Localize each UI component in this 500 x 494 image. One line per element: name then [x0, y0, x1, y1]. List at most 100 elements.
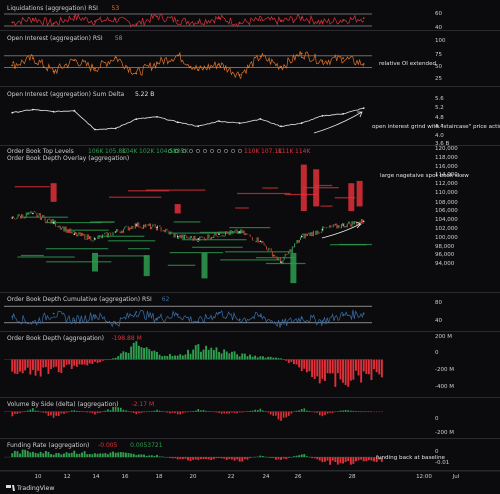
bar[interactable] — [117, 407, 119, 412]
bar[interactable] — [365, 457, 368, 462]
bar[interactable] — [83, 451, 86, 458]
data-point[interactable] — [32, 212, 34, 215]
bar[interactable] — [202, 457, 205, 460]
bar[interactable] — [225, 457, 228, 460]
bar[interactable] — [215, 457, 218, 459]
bar[interactable] — [210, 457, 213, 460]
bar[interactable] — [308, 359, 311, 372]
bar[interactable] — [233, 351, 236, 360]
bar[interactable] — [331, 411, 334, 413]
bar[interactable] — [311, 411, 313, 413]
bar[interactable] — [311, 457, 313, 459]
bar[interactable] — [19, 411, 21, 414]
bar[interactable] — [99, 411, 101, 413]
bar[interactable] — [24, 359, 27, 371]
bar[interactable] — [21, 359, 24, 374]
bar[interactable] — [200, 351, 202, 360]
bar[interactable] — [192, 349, 195, 360]
bar[interactable] — [365, 359, 368, 374]
data-point[interactable] — [218, 17, 220, 20]
bar[interactable] — [324, 457, 326, 462]
bar[interactable] — [91, 454, 94, 458]
bar[interactable] — [287, 457, 290, 458]
bar[interactable] — [88, 454, 91, 458]
data-point[interactable] — [73, 233, 76, 236]
bar[interactable] — [331, 457, 334, 461]
data-point[interactable] — [280, 261, 282, 263]
bar[interactable] — [274, 357, 277, 360]
bar[interactable] — [329, 359, 332, 374]
bar[interactable] — [357, 411, 360, 412]
bar[interactable] — [44, 451, 47, 458]
bar[interactable] — [288, 411, 290, 416]
bar[interactable] — [251, 356, 254, 360]
bar[interactable] — [236, 354, 239, 360]
bar[interactable] — [26, 450, 29, 458]
data-point[interactable] — [342, 314, 344, 317]
bar[interactable] — [184, 457, 187, 459]
series-line[interactable] — [12, 13, 364, 28]
bar[interactable] — [182, 411, 184, 414]
bar[interactable] — [94, 359, 96, 362]
bar[interactable] — [34, 410, 37, 412]
bar[interactable] — [290, 411, 293, 414]
data-point[interactable] — [197, 238, 200, 240]
data-point[interactable] — [321, 228, 324, 231]
bar[interactable] — [298, 410, 300, 412]
bar[interactable] — [256, 357, 259, 360]
bar[interactable] — [319, 411, 321, 416]
bar[interactable] — [24, 449, 27, 458]
bar[interactable] — [78, 411, 81, 412]
bar[interactable] — [161, 456, 164, 458]
bar[interactable] — [298, 455, 301, 458]
bar[interactable] — [70, 410, 73, 412]
bar[interactable] — [112, 451, 114, 458]
marks-layer[interactable] — [6, 13, 383, 491]
bar[interactable] — [120, 407, 122, 412]
bar[interactable] — [130, 411, 132, 413]
data-point[interactable] — [135, 23, 138, 26]
bar[interactable] — [362, 411, 365, 413]
bar[interactable] — [21, 411, 24, 413]
bar[interactable] — [220, 353, 223, 360]
bar[interactable] — [89, 411, 91, 413]
data-point[interactable] — [176, 19, 179, 22]
bar[interactable] — [101, 359, 104, 361]
bar[interactable] — [132, 453, 135, 458]
bar[interactable] — [96, 359, 99, 363]
bar[interactable] — [262, 356, 264, 360]
bar[interactable] — [334, 359, 337, 387]
bar[interactable] — [207, 349, 210, 360]
bar[interactable] — [44, 359, 47, 368]
bar[interactable] — [132, 342, 135, 360]
bar[interactable] — [370, 411, 373, 413]
bar[interactable] — [163, 355, 166, 360]
bar[interactable] — [305, 456, 308, 457]
bar[interactable] — [94, 411, 96, 415]
data-point[interactable] — [94, 67, 96, 70]
bar[interactable] — [169, 457, 171, 458]
bar[interactable] — [163, 457, 166, 458]
bar[interactable] — [70, 452, 73, 457]
data-point[interactable] — [156, 317, 158, 320]
bar[interactable] — [378, 411, 380, 413]
bar[interactable] — [83, 411, 86, 413]
bar[interactable] — [117, 452, 120, 457]
bar[interactable] — [344, 410, 347, 412]
bar[interactable] — [316, 411, 318, 413]
bar[interactable] — [306, 410, 308, 412]
bar[interactable] — [254, 355, 257, 360]
bar[interactable] — [274, 457, 277, 460]
bar[interactable] — [375, 457, 378, 462]
data-point[interactable] — [11, 111, 14, 114]
data-point[interactable] — [94, 238, 96, 240]
data-point[interactable] — [114, 127, 117, 130]
data-point[interactable] — [114, 18, 117, 21]
bar[interactable] — [16, 451, 19, 458]
bar[interactable] — [262, 410, 264, 412]
bar[interactable] — [228, 457, 231, 459]
bar[interactable] — [135, 411, 138, 415]
data-point[interactable] — [11, 64, 14, 67]
bar[interactable] — [138, 411, 140, 413]
bar[interactable] — [321, 457, 324, 463]
